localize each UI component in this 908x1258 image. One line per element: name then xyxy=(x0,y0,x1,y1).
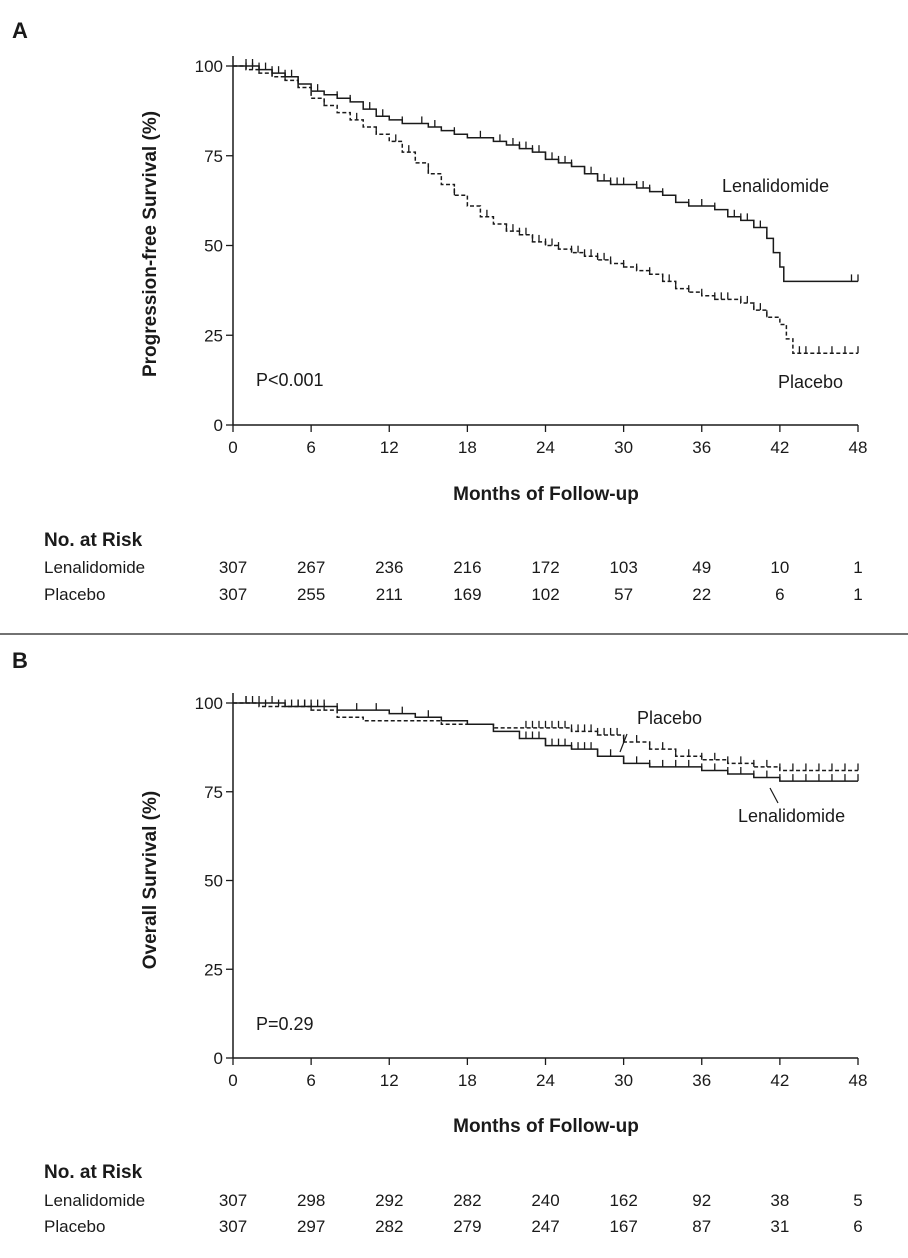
panel-b-risk-value-lenalidomide: 5 xyxy=(853,1191,862,1210)
panel-a-risk-value-placebo: 1 xyxy=(853,585,862,604)
panel-a-risk-value-placebo: 307 xyxy=(219,585,247,604)
panel-a-risk-value-lenalidomide: 10 xyxy=(770,558,789,577)
panel-b-x-tick-label: 0 xyxy=(228,1071,237,1090)
panel-b-risk-value-lenalidomide: 38 xyxy=(770,1191,789,1210)
panel-a-x-tick-label: 48 xyxy=(849,438,868,457)
panel-a-risk-value-lenalidomide: 236 xyxy=(375,558,403,577)
panel-b-risk-value-placebo: 282 xyxy=(375,1217,403,1236)
panel-a-x-tick-label: 24 xyxy=(536,438,555,457)
panel-a-y-tick-label: 0 xyxy=(214,416,223,435)
panel-a-risk-values-lenalidomide: 307 267 236 216 172 103 49 10 1 xyxy=(219,558,863,577)
panel-a-x-tick-label: 6 xyxy=(306,438,315,457)
panel-b-x-axis-label: Months of Follow-up xyxy=(453,1116,639,1137)
panel-a-x-tick-label: 12 xyxy=(380,438,399,457)
panel-b-x-tick-label: 18 xyxy=(458,1071,477,1090)
panel-b-label-placebo: Placebo xyxy=(637,708,702,728)
panel-b-p-value: P=0.29 xyxy=(256,1014,314,1034)
panel-a-y-tick-label: 75 xyxy=(204,147,223,166)
panel-a-x-tick-label: 30 xyxy=(614,438,633,457)
panel-a-risk-value-placebo: 255 xyxy=(297,585,325,604)
panel-a-y-tick-label: 100 xyxy=(195,57,223,76)
panel-a-risk-value-lenalidomide: 216 xyxy=(453,558,481,577)
panel-a-risk-value-lenalidomide: 172 xyxy=(531,558,559,577)
panel-a-label: A xyxy=(12,18,28,43)
panel-b-risk-label-placebo: Placebo xyxy=(44,1217,105,1236)
panel-a-number-at-risk: No. at Risk Lenalidomide Placebo 307 267 2… xyxy=(44,530,863,604)
panel-a-p-value: P<0.001 xyxy=(256,370,324,390)
panel-b-y-tick-label: 50 xyxy=(204,872,223,891)
panel-a-risk-header: No. at Risk xyxy=(44,530,143,551)
panel-b-lenalidomide-pointer xyxy=(769,787,779,804)
panel-b-risk-value-placebo: 6 xyxy=(853,1217,862,1236)
panel-a-x-tick-label: 36 xyxy=(692,438,711,457)
panel-b-risk-value-placebo: 87 xyxy=(692,1217,711,1236)
panel-a-series-placebo xyxy=(233,65,858,354)
panel-a-series-lenalidomide xyxy=(233,65,858,283)
panel-a-risk-value-lenalidomide: 1 xyxy=(853,558,862,577)
panel-b-x-tick-label: 42 xyxy=(770,1071,789,1090)
panel-a-label-placebo: Placebo xyxy=(778,372,843,392)
panel-b-series-placebo xyxy=(233,702,858,772)
panel-b-y-tick-label: 0 xyxy=(214,1049,223,1068)
panel-b-risk-value-placebo: 167 xyxy=(609,1217,637,1236)
panel-b-risk-value-lenalidomide: 92 xyxy=(692,1191,711,1210)
panel-a-risk-value-lenalidomide: 307 xyxy=(219,558,247,577)
panel-a-plot: 0 25 50 75 100 0 6 12 18 24 30 36 42 48 xyxy=(195,56,868,457)
panel-a-x-tick-label: 42 xyxy=(770,438,789,457)
panel-a-y-tick-label: 25 xyxy=(204,326,223,345)
panel-b-y-tick-label: 25 xyxy=(204,960,223,979)
panel-a-risk-value-placebo: 211 xyxy=(376,585,403,604)
panel-a-x-tick-label: 18 xyxy=(458,438,477,457)
panel-a-risk-value-lenalidomide: 49 xyxy=(692,558,711,577)
panel-a-y-axis-label: Progression-free Survival (%) xyxy=(140,111,161,377)
panel-a-risk-label-placebo: Placebo xyxy=(44,585,105,604)
panel-b-risk-value-lenalidomide: 240 xyxy=(531,1191,559,1210)
panel-a-x-axis-label: Months of Follow-up xyxy=(453,484,639,505)
panel-b-label: B xyxy=(12,648,28,673)
panel-b-risk-value-placebo: 31 xyxy=(770,1217,789,1236)
panel-b-risk-value-lenalidomide: 307 xyxy=(219,1191,247,1210)
panel-a-risk-value-placebo: 57 xyxy=(614,585,633,604)
panel-b-y-tick-label: 75 xyxy=(204,783,223,802)
panel-a-risk-value-placebo: 22 xyxy=(692,585,711,604)
panel-a-risk-value-lenalidomide: 103 xyxy=(609,558,637,577)
panel-a-risk-value-lenalidomide: 267 xyxy=(297,558,325,577)
panel-a-risk-value-placebo: 102 xyxy=(531,585,559,604)
panel-b-risk-value-placebo: 297 xyxy=(297,1217,325,1236)
panel-a-risk-value-placebo: 169 xyxy=(453,585,481,604)
panel-b-risk-values-placebo: 307 297 282 279 247 167 87 31 6 xyxy=(219,1217,863,1236)
panel-b-risk-value-lenalidomide: 162 xyxy=(609,1191,637,1210)
panel-b-y-tick-label: 100 xyxy=(195,694,223,713)
panel-b-placebo-pointer xyxy=(619,733,628,753)
panel-b-risk-values-lenalidomide: 307 298 292 282 240 162 92 38 5 xyxy=(219,1191,863,1210)
panel-a-risk-label-lenalidomide: Lenalidomide xyxy=(44,558,145,577)
panel-b-x-tick-label: 48 xyxy=(849,1071,868,1090)
panel-b-risk-value-placebo: 279 xyxy=(453,1217,481,1236)
panel-a-x-tick-label: 0 xyxy=(228,438,237,457)
panel-b-label-lenalidomide: Lenalidomide xyxy=(738,806,845,826)
panel-b-risk-value-placebo: 307 xyxy=(219,1217,247,1236)
panel-b-risk-label-lenalidomide: Lenalidomide xyxy=(44,1191,145,1210)
panel-b-x-tick-label: 36 xyxy=(692,1071,711,1090)
panel-b: B Overall Survival (%) Months of Follow-… xyxy=(12,648,867,1236)
panel-b-x-tick-label: 12 xyxy=(380,1071,399,1090)
panel-a-risk-value-placebo: 6 xyxy=(775,585,784,604)
panel-a-label-lenalidomide: Lenalidomide xyxy=(722,176,829,196)
panel-a: A Progression-free Survival (%) Months o… xyxy=(12,18,867,604)
panel-b-risk-value-lenalidomide: 282 xyxy=(453,1191,481,1210)
panel-a-y-tick-label: 50 xyxy=(204,237,223,256)
panel-b-x-tick-label: 24 xyxy=(536,1071,555,1090)
panel-b-risk-value-lenalidomide: 298 xyxy=(297,1191,325,1210)
panel-b-plot: 0 25 50 75 100 0 6 12 18 24 30 36 42 48 xyxy=(195,693,868,1090)
panel-b-risk-header: No. at Risk xyxy=(44,1162,143,1183)
panel-b-x-tick-label: 6 xyxy=(306,1071,315,1090)
panel-b-risk-value-placebo: 247 xyxy=(531,1217,559,1236)
panel-b-number-at-risk: No. at Risk Lenalidomide Placebo 307 298 2… xyxy=(44,1162,863,1236)
panel-b-y-axis-label: Overall Survival (%) xyxy=(140,791,161,969)
panel-b-risk-value-lenalidomide: 292 xyxy=(375,1191,403,1210)
panel-b-x-tick-label: 30 xyxy=(614,1071,633,1090)
panel-a-risk-values-placebo: 307 255 211 169 102 57 22 6 1 xyxy=(219,585,863,604)
